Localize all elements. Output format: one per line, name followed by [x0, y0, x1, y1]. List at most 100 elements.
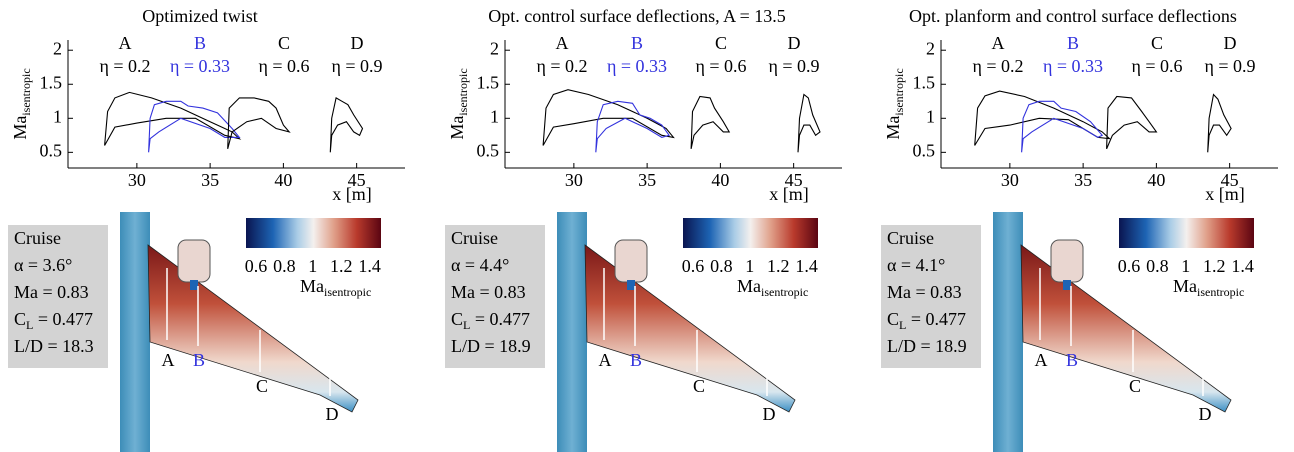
cruise-line: Ma = 0.83 [887, 282, 962, 302]
y-tick-label: 0.5 [40, 140, 63, 160]
section-marker: D [763, 404, 776, 424]
section-marker: B [630, 350, 642, 370]
section-eta: η = 0.9 [1204, 56, 1255, 76]
nacelle [178, 240, 210, 282]
section-curve [228, 98, 290, 149]
cruise-rest: = 0.477 [33, 309, 93, 329]
cruise-line: CL = 0.477 [887, 309, 966, 332]
colorbar-label: Maisentropic [737, 276, 808, 299]
colorbar-label-sub: isentropic [324, 285, 371, 299]
section-name: B [194, 33, 206, 53]
x-tick-label: 30 [1001, 170, 1019, 190]
cruise-line: α = 3.6° [14, 255, 72, 275]
colorbar [246, 218, 381, 248]
section-curve [1107, 97, 1157, 149]
x-axis-label: x [m] [1205, 184, 1245, 204]
y-axis-label-main: Ma [883, 116, 903, 140]
section-eta: η = 0.33 [1043, 56, 1103, 76]
cruise-line: L/D = 18.3 [14, 336, 94, 356]
section-name: C [715, 33, 727, 53]
section-name: D [351, 33, 364, 53]
colorbar-tick-label: 0.8 [273, 256, 296, 276]
colorbar-tick-label: 1.4 [358, 256, 381, 276]
colorbar-tick-label: 1 [745, 256, 754, 276]
page: {"chart_data": [ {"type": "line", "title… [0, 0, 1294, 452]
y-axis-label: Maisentropic [883, 68, 906, 139]
y-tick-label: 2 [926, 38, 935, 58]
nacelle [1051, 240, 1083, 282]
section-eta: η = 0.6 [1131, 56, 1182, 76]
colorbar-tick-label: 1.2 [767, 256, 790, 276]
cruise-line: α = 4.4° [451, 255, 509, 275]
colorbar-label: Maisentropic [300, 276, 371, 299]
y-tick-label: 0.5 [913, 140, 936, 160]
x-tick-label: 35 [201, 170, 219, 190]
section-curve [1022, 101, 1103, 152]
x-tick-label: 30 [565, 170, 583, 190]
section-eta: η = 0.33 [170, 56, 230, 76]
section-eta: η = 0.9 [768, 56, 819, 76]
colorbar-label-sub: isentropic [1197, 285, 1244, 299]
fuselage [557, 212, 587, 452]
colorbar-tick-label: 0.6 [1118, 256, 1141, 276]
colorbar-tick-label: 0.6 [245, 256, 268, 276]
wing-render: ABCDCruiseα = 4.4°Ma = 0.83CL = 0.477L/D… [445, 212, 818, 452]
section-curve [596, 101, 669, 152]
x-tick-label: 35 [1074, 170, 1092, 190]
y-tick-label: 0.5 [477, 140, 500, 160]
colorbar-tick-label: 1.2 [1203, 256, 1226, 276]
cruise-sub: L [899, 318, 906, 332]
y-axis-label-sub: isentropic [892, 68, 906, 115]
section-curve [1208, 95, 1231, 153]
y-tick-label: 1 [926, 106, 935, 126]
x-tick-label: 40 [274, 170, 292, 190]
section-eta: η = 0.2 [972, 56, 1023, 76]
x-tick-label: 40 [711, 170, 729, 190]
section-eta: η = 0.6 [695, 56, 746, 76]
nacelle [615, 240, 647, 282]
section-marker: C [1129, 376, 1141, 396]
section-curve [105, 92, 240, 145]
y-tick-label: 2 [53, 38, 62, 58]
cruise-line: Cruise [451, 228, 498, 248]
section-curve [975, 91, 1110, 145]
section-curve [691, 97, 729, 149]
y-axis-label-sub: isentropic [456, 68, 470, 115]
pylon [190, 280, 198, 290]
section-name: C [278, 33, 290, 53]
section-name: D [788, 33, 801, 53]
section-curve [543, 90, 673, 146]
cruise-main: C [887, 309, 899, 329]
y-tick-label: 2 [490, 38, 499, 58]
cruise-sub: L [26, 318, 33, 332]
colorbar-label-main: Ma [300, 276, 324, 296]
colorbar [1119, 218, 1254, 248]
cruise-rest: = 0.477 [906, 309, 966, 329]
chart-title: Optimized twist [142, 6, 258, 26]
section-name: A [556, 33, 569, 53]
section-marker: C [256, 376, 268, 396]
section-marker: D [326, 404, 339, 424]
wing-render: ABCDCruiseα = 4.1°Ma = 0.83CL = 0.477L/D… [881, 212, 1254, 452]
x-tick-label: 35 [638, 170, 656, 190]
colorbar [683, 218, 818, 248]
colorbar-label-sub: isentropic [761, 285, 808, 299]
section-marker: A [162, 350, 175, 370]
colorbar-tick-label: 1 [308, 256, 317, 276]
section-eta: η = 0.33 [607, 56, 667, 76]
cruise-line: L/D = 18.9 [887, 336, 967, 356]
cruise-sub: L [463, 318, 470, 332]
y-tick-label: 1.5 [40, 72, 63, 92]
section-curve [149, 101, 240, 152]
pylon [1063, 280, 1071, 290]
section-curve [798, 95, 820, 153]
colorbar-tick-label: 0.6 [682, 256, 705, 276]
section-eta: η = 0.2 [536, 56, 587, 76]
x-tick-label: 40 [1147, 170, 1165, 190]
pylon [627, 280, 635, 290]
y-axis-label-main: Ma [447, 116, 467, 140]
colorbar-tick-label: 1.4 [1231, 256, 1254, 276]
cruise-line: Cruise [887, 228, 934, 248]
colorbar-label: Maisentropic [1173, 276, 1244, 299]
y-tick-label: 1.5 [477, 72, 500, 92]
